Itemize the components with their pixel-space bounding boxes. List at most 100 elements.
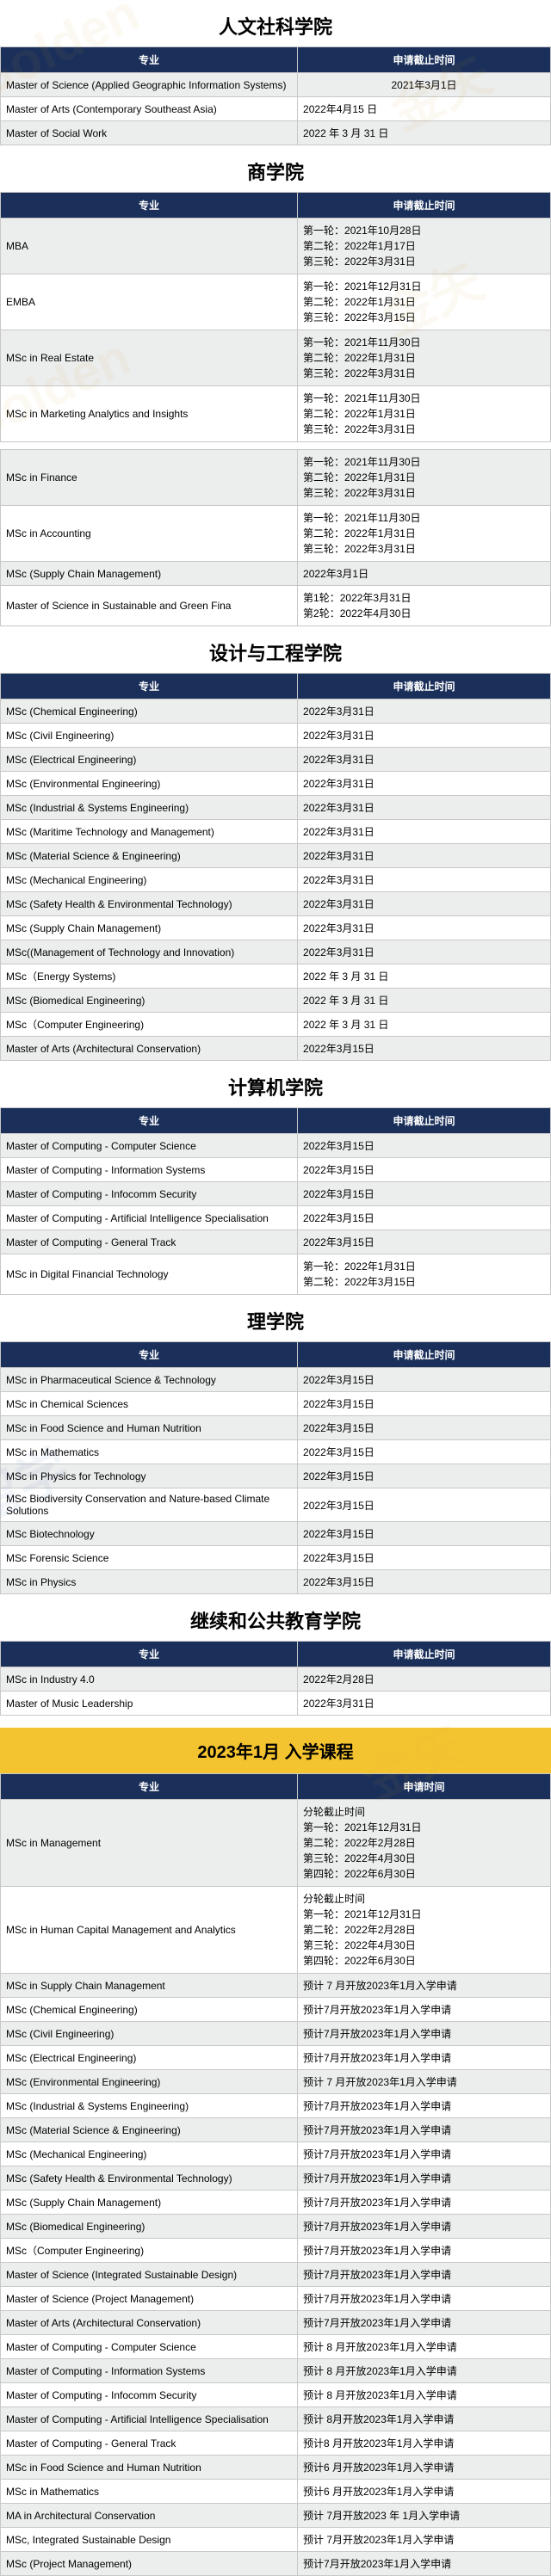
program-cell: MSc in Digital Financial Technology: [1, 1254, 298, 1295]
deadline-cell: 2022年3月15日: [298, 1522, 551, 1546]
program-cell: MSc (Material Science & Engineering): [1, 844, 298, 868]
deadline-cell: 预计7月开放2023年1月入学申请: [298, 2094, 551, 2118]
deadline-cell: 2022 年 3 月 31 日: [298, 964, 551, 989]
table-row: MSc (Safety Health & Environmental Techn…: [1, 892, 551, 916]
table-row: MSc in Mathematics2022年3月15日: [1, 1440, 551, 1464]
deadline-cell: 预计 8 月开放2023年1月入学申请: [298, 2335, 551, 2359]
programs-table: 专业申请截止时间MSc in Industry 4.02022年2月28日Mas…: [0, 1641, 551, 1716]
deadline-cell: 预计7月开放2023年1月入学申请: [298, 2191, 551, 2215]
table-row: MSc（Computer Engineering)预计7月开放2023年1月入学…: [1, 2239, 551, 2263]
header-program: 专业: [1, 1774, 298, 1800]
deadline-cell: 分轮截止时间 第一轮：2021年12月31日 第二轮：2022年2月28日 第三…: [298, 1887, 551, 1974]
program-cell: MSc (Supply Chain Management): [1, 2191, 298, 2215]
program-cell: MSc in Mathematics: [1, 2480, 298, 2504]
program-cell: MSc (Biomedical Engineering): [1, 2215, 298, 2239]
deadline-cell: 2022 年 3 月 31 日: [298, 1013, 551, 1037]
program-cell: MSc, Integrated Sustainable Design: [1, 2528, 298, 2552]
deadline-cell: 2022年3月15日: [298, 1440, 551, 1464]
table-row: MSc (Maritime Technology and Management)…: [1, 820, 551, 844]
deadline-cell: 2022年3月15日: [298, 1134, 551, 1158]
program-cell: MSc（Computer Engineering): [1, 1013, 298, 1037]
table-row: MSc (Mechanical Engineering)预计7月开放2023年1…: [1, 2142, 551, 2166]
table-row: MSc (Supply Chain Management)预计7月开放2023年…: [1, 2191, 551, 2215]
deadline-cell: 2022 年 3 月 31 日: [298, 989, 551, 1013]
table-row: MSc (Project Management)预计7月开放2023年1月入学申…: [1, 2552, 551, 2576]
program-cell: MSc in Supply Chain Management: [1, 1974, 298, 1998]
table-row: MSc (Industrial & Systems Engineering)20…: [1, 796, 551, 820]
deadline-cell: 2022年3月31日: [298, 796, 551, 820]
school-title: 计算机学院: [0, 1061, 551, 1107]
table-row: Master of Computing - Computer Science预计…: [1, 2335, 551, 2359]
program-cell: Master of Science (Applied Geographic In…: [1, 73, 298, 97]
program-cell: MSc (Industrial & Systems Engineering): [1, 796, 298, 820]
program-cell: Master of Music Leadership: [1, 1692, 298, 1716]
header-deadline: 申请时间: [298, 1774, 551, 1800]
deadline-cell: 2022年3月15日: [298, 1392, 551, 1416]
program-cell: Master of Computing - Information System…: [1, 1158, 298, 1182]
school-title: 理学院: [0, 1295, 551, 1341]
deadline-cell: 2022年3月15日: [298, 1158, 551, 1182]
header-deadline: 申请截止时间: [298, 1342, 551, 1368]
deadline-cell: 预计7月开放2023年1月入学申请: [298, 2046, 551, 2070]
deadline-cell: 预计 8 月开放2023年1月入学申请: [298, 2359, 551, 2383]
deadline-cell: 2022年3月31日: [298, 772, 551, 796]
table-row: MSc in Finance第一轮：2021年11月30日 第二轮：2022年1…: [1, 450, 551, 506]
program-cell: MSc Biotechnology: [1, 1522, 298, 1546]
deadline-cell: 预计 7月开放2023年1月入学申请: [298, 2528, 551, 2552]
deadline-cell: 2022年3月15日: [298, 1368, 551, 1392]
program-cell: MSc (Safety Health & Environmental Techn…: [1, 892, 298, 916]
table-row: MSc in Human Capital Management and Anal…: [1, 1887, 551, 1974]
deadline-cell: 2022年3月15日: [298, 1416, 551, 1440]
table-row: MSc in Real Estate第一轮：2021年11月30日 第二轮：20…: [1, 330, 551, 386]
program-cell: Master of Science (Project Management): [1, 2287, 298, 2311]
table-row: MA in Architectural Conservation预计 7月开放2…: [1, 2504, 551, 2528]
table-row: MSc (Chemical Engineering)预计7月开放2023年1月入…: [1, 1998, 551, 2022]
program-cell: MSc（Computer Engineering): [1, 2239, 298, 2263]
jan-intake-banner: 2023年1月 入学课程: [0, 1728, 551, 1773]
program-cell: MSc in Management: [1, 1800, 298, 1887]
deadline-cell: 2022年3月31日: [298, 940, 551, 964]
table-row: Master of Science (Applied Geographic In…: [1, 73, 551, 97]
program-cell: Master of Science in Sustainable and Gre…: [1, 586, 298, 626]
table-row: MSc (Biomedical Engineering)预计7月开放2023年1…: [1, 2215, 551, 2239]
table-row: MSc (Material Science & Engineering)预计7月…: [1, 2118, 551, 2142]
deadline-cell: 预计7月开放2023年1月入学申请: [298, 2118, 551, 2142]
table-row: MSc（Energy Systems)2022 年 3 月 31 日: [1, 964, 551, 989]
deadline-cell: 2022年3月15日: [298, 1488, 551, 1522]
deadline-cell: 第一轮：2021年11月30日 第二轮：2022年1月31日 第三轮：2022年…: [298, 450, 551, 506]
table-row: MSc in Food Science and Human Nutrition预…: [1, 2456, 551, 2480]
table-row: MSc (Civil Engineering)预计7月开放2023年1月入学申请: [1, 2022, 551, 2046]
table-row: MSc (Electrical Engineering)预计7月开放2023年1…: [1, 2046, 551, 2070]
programs-table: 专业申请截止时间MSc (Chemical Engineering)2022年3…: [0, 673, 551, 1061]
deadline-cell: 2022年3月15日: [298, 1570, 551, 1594]
program-cell: MA in Architectural Conservation: [1, 2504, 298, 2528]
table-row: MSc Biotechnology2022年3月15日: [1, 1522, 551, 1546]
table-row: MSc in Supply Chain Management预计 7 月开放20…: [1, 1974, 551, 1998]
deadline-cell: 2022年3月31日: [298, 748, 551, 772]
table-row: MSc in Chemical Sciences2022年3月15日: [1, 1392, 551, 1416]
table-row: MSc in Physics2022年3月15日: [1, 1570, 551, 1594]
deadline-cell: 预计7月开放2023年1月入学申请: [298, 2022, 551, 2046]
program-cell: Master of Computing - General Track: [1, 2431, 298, 2456]
table-row: MSc in Industry 4.02022年2月28日: [1, 1667, 551, 1692]
deadline-cell: 预计 8 月开放2023年1月入学申请: [298, 2383, 551, 2407]
header-program: 专业: [1, 193, 298, 219]
header-program: 专业: [1, 1342, 298, 1368]
program-cell: MSc in Accounting: [1, 506, 298, 562]
table-row: Master of Computing - General Track预计8 月…: [1, 2431, 551, 2456]
table-row: Master of Science in Sustainable and Gre…: [1, 586, 551, 626]
table-row: MSc (Safety Health & Environmental Techn…: [1, 2166, 551, 2191]
program-cell: MSc (Environmental Engineering): [1, 772, 298, 796]
program-cell: MSc in Chemical Sciences: [1, 1392, 298, 1416]
program-cell: MSc in Marketing Analytics and Insights: [1, 386, 298, 442]
table-row: Master of Arts (Architectural Conservati…: [1, 2311, 551, 2335]
deadline-cell: 第1轮：2022年3月31日 第2轮：2022年4月30日: [298, 586, 551, 626]
table-row: MSc (Civil Engineering)2022年3月31日: [1, 724, 551, 748]
deadline-cell: 预计7月开放2023年1月入学申请: [298, 1998, 551, 2022]
program-cell: MBA: [1, 219, 298, 274]
deadline-cell: 预计7月开放2023年1月入学申请: [298, 2166, 551, 2191]
deadline-cell: 预计7月开放2023年1月入学申请: [298, 2239, 551, 2263]
table-row: MSc((Management of Technology and Innova…: [1, 940, 551, 964]
program-cell: Master of Computing - Information System…: [1, 2359, 298, 2383]
school-title: 商学院: [0, 145, 551, 192]
